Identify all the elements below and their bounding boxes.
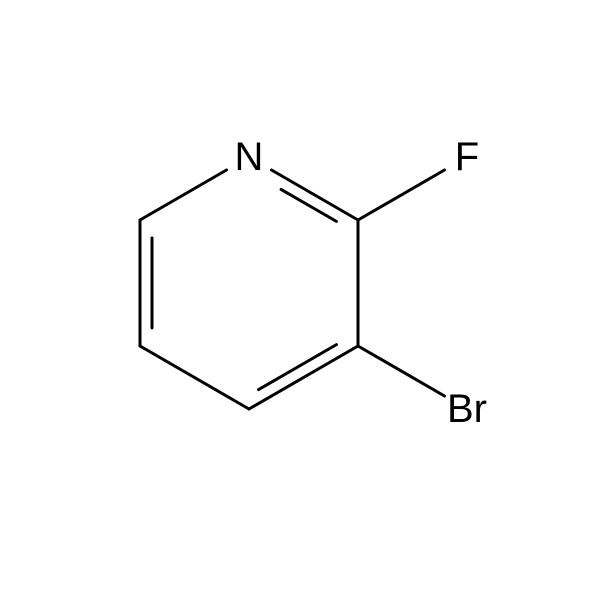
chemical-structure-diagram: N F Br (0, 0, 600, 600)
atom-label-br: Br (447, 387, 487, 431)
atom-label-f: F (455, 135, 479, 179)
atom-label-n: N (235, 135, 264, 179)
